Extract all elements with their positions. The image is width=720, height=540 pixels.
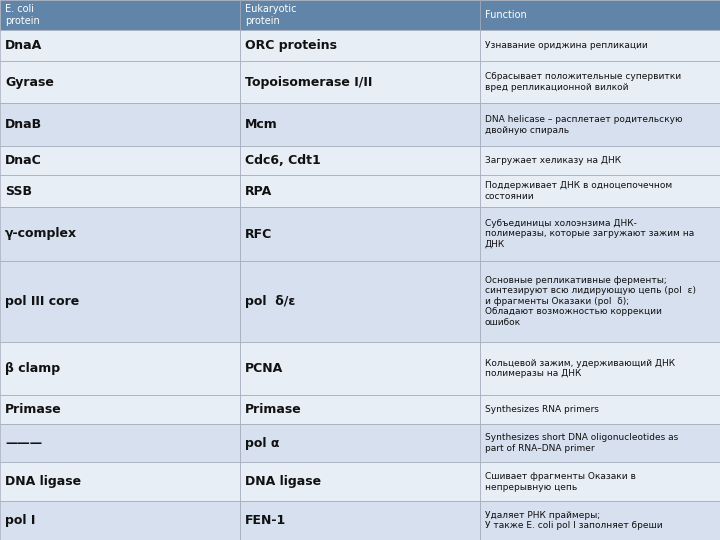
Text: γ-complex: γ-complex (5, 227, 77, 240)
Text: Eukaryotic
protein: Eukaryotic protein (245, 4, 296, 26)
Text: DNA ligase: DNA ligase (245, 475, 321, 488)
Text: Основные репликативные ферменты;
синтезируют всю лидирующую цепь (pol  ε)
и фраг: Основные репликативные ферменты; синтези… (485, 276, 696, 327)
Bar (240, 0, 480, 30)
Text: Topoisomerase I/II: Topoisomerase I/II (245, 76, 372, 89)
Text: pol α: pol α (245, 437, 279, 450)
Text: pol  δ/ε: pol δ/ε (245, 295, 295, 308)
Bar (480, 395, 720, 424)
Text: ———: ——— (5, 437, 42, 450)
Text: Узнавание ориджина репликации: Узнавание ориджина репликации (485, 41, 647, 50)
Bar (240, 207, 480, 260)
Bar (240, 260, 480, 342)
Bar (0, 342, 240, 395)
Text: E. coli
protein: E. coli protein (5, 4, 40, 26)
Bar (480, 260, 720, 342)
Bar (240, 30, 480, 60)
Bar (240, 146, 480, 175)
Bar (480, 175, 720, 207)
Text: Cdc6, Cdt1: Cdc6, Cdt1 (245, 154, 320, 167)
Bar (240, 462, 480, 501)
Bar (480, 207, 720, 260)
Text: DnaA: DnaA (5, 39, 42, 52)
Bar (0, 260, 240, 342)
Bar (480, 0, 720, 30)
Bar (0, 30, 240, 60)
Text: PCNA: PCNA (245, 362, 283, 375)
Text: Synthesizes short DNA oligonucleotides as
part of RNA–DNA primer: Synthesizes short DNA oligonucleotides a… (485, 434, 678, 453)
Text: Кольцевой зажим, удерживающий ДНК
полимеразы на ДНК: Кольцевой зажим, удерживающий ДНК полиме… (485, 359, 675, 379)
Bar (480, 424, 720, 462)
Bar (0, 424, 240, 462)
Bar (240, 175, 480, 207)
Text: DNA helicase – расплетает родительскую
двойную спираль: DNA helicase – расплетает родительскую д… (485, 115, 682, 134)
Bar (240, 424, 480, 462)
Text: Субъединицы холоэнзима ДНК-
полимеразы, которые загружают зажим на
ДНК: Субъединицы холоэнзима ДНК- полимеразы, … (485, 219, 694, 249)
Bar (240, 342, 480, 395)
Text: FEN-1: FEN-1 (245, 514, 286, 527)
Bar (480, 104, 720, 146)
Bar (0, 501, 240, 540)
Text: RFC: RFC (245, 227, 272, 240)
Bar (0, 175, 240, 207)
Bar (0, 104, 240, 146)
Text: Сбрасывает положительные супервитки
вред репликационной вилкой: Сбрасывает положительные супервитки вред… (485, 72, 680, 92)
Bar (480, 146, 720, 175)
Text: Primase: Primase (5, 403, 62, 416)
Text: DnaB: DnaB (5, 118, 42, 131)
Text: RPA: RPA (245, 185, 272, 198)
Text: pol I: pol I (5, 514, 35, 527)
Text: DnaC: DnaC (5, 154, 42, 167)
Text: β clamp: β clamp (5, 362, 60, 375)
Bar (480, 462, 720, 501)
Bar (0, 462, 240, 501)
Text: Primase: Primase (245, 403, 302, 416)
Text: Загружает хеликазу на ДНК: Загружает хеликазу на ДНК (485, 156, 621, 165)
Bar (480, 501, 720, 540)
Text: ORC proteins: ORC proteins (245, 39, 337, 52)
Bar (240, 501, 480, 540)
Bar (480, 30, 720, 60)
Text: pol III core: pol III core (5, 295, 79, 308)
Bar (0, 207, 240, 260)
Bar (0, 60, 240, 104)
Bar (480, 60, 720, 104)
Text: Function: Function (485, 10, 526, 20)
Bar (0, 395, 240, 424)
Bar (0, 146, 240, 175)
Bar (0, 0, 240, 30)
Bar (240, 60, 480, 104)
Text: Сшивает фрагменты Оказаки в
непрерывную цепь: Сшивает фрагменты Оказаки в непрерывную … (485, 472, 635, 491)
Text: Поддерживает ДНК в одноцепочечном
состоянии: Поддерживает ДНК в одноцепочечном состоя… (485, 181, 672, 201)
Text: Synthesizes RNA primers: Synthesizes RNA primers (485, 405, 598, 414)
Bar (480, 342, 720, 395)
Text: Mcm: Mcm (245, 118, 277, 131)
Bar (240, 104, 480, 146)
Bar (240, 395, 480, 424)
Text: DNA ligase: DNA ligase (5, 475, 81, 488)
Text: Gyrase: Gyrase (5, 76, 54, 89)
Text: Удаляет РНК праймеры;
У также E. coli pol I заполняет бреши: Удаляет РНК праймеры; У также E. coli po… (485, 511, 662, 530)
Text: SSB: SSB (5, 185, 32, 198)
